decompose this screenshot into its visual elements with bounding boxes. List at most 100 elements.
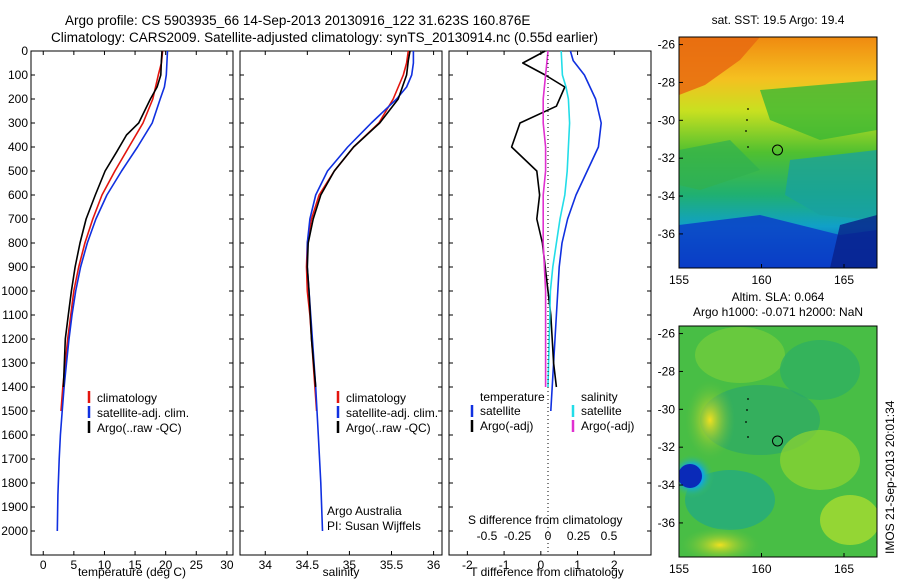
map-x-tick-label: 165 (834, 562, 854, 576)
depth-tick-label: 100 (8, 68, 28, 82)
map-x-tick-label: 155 (669, 273, 689, 287)
credit-institution: Argo Australia (327, 504, 402, 518)
x-tick-label: 15 (128, 558, 142, 572)
depth-tick-label: 1400 (1, 380, 28, 394)
depth-tick-label: 200 (8, 92, 28, 106)
sst-map-field (679, 37, 877, 268)
header-line-1: Argo profile: CS 5903935_66 14-Sep-2013 … (65, 13, 530, 28)
sla-map-field (679, 326, 877, 557)
map-y-tick-label: -28 (658, 75, 676, 89)
sla-map-axes: 155 160 165 -26 -28 -30 -32 -34 -36 (658, 327, 855, 576)
top-x-tick-label: -0.25 (504, 529, 532, 543)
depth-tick-label: 1800 (1, 476, 28, 490)
difference-top-label: S difference from climatology (468, 513, 623, 527)
sla-argo-track (745, 398, 749, 438)
legend-label-argo: Argo(..raw -QC) (97, 421, 182, 435)
sst-map-frame (678, 36, 878, 269)
x-tick-label: 35.5 (380, 558, 404, 572)
legend-label-s-satellite: satellite (581, 404, 622, 418)
sst-argo-position-marker (772, 144, 783, 156)
x-tick-label: 34.5 (296, 558, 320, 572)
temperature-panel-frame (30, 50, 234, 556)
map-y-tick-label: -30 (658, 402, 676, 416)
map-y-tick-label: -26 (658, 38, 676, 52)
sla-argo-position-marker (772, 435, 783, 447)
series-line (510, 50, 566, 388)
x-tick-label: 35 (343, 558, 357, 572)
temperature-legend: climatology satellite-adj. clim. Argo(..… (87, 391, 189, 435)
x-tick-label: 36 (427, 558, 441, 572)
salinity-xlabel: salinity (323, 565, 360, 579)
depth-tick-label: 500 (8, 164, 28, 178)
legend-title-temperature: temperature (480, 390, 545, 404)
difference-panel-frame (448, 50, 652, 556)
depth-tick-label: 2000 (1, 524, 28, 538)
series-line (542, 50, 549, 387)
legend-label-climatology: climatology (97, 391, 157, 405)
x-tick-label: 30 (220, 558, 234, 572)
x-tick-label: -2 (462, 558, 473, 572)
map-y-tick-label: -26 (658, 327, 676, 341)
side-stamp: IMOS 21-Sep-2013 20:01:34 (883, 400, 897, 554)
sst-map-axes: 155 160 165 -26 -28 -30 -32 -34 -36 (658, 38, 855, 287)
top-x-tick-label: 0.5 (601, 529, 618, 543)
header-line-2: Climatology: CARS2009. Satellite-adjuste… (51, 30, 598, 45)
depth-tick-label: 1900 (1, 500, 28, 514)
x-axes: 0 5 10 15 20 25 30 34 34.5 35 35.5 36 -2 -1 0 1 2 -0.5 -0.… (40, 51, 618, 572)
series-line (306, 51, 415, 532)
legend-title-salinity: salinity (581, 390, 618, 404)
x-tick-label: 25 (190, 558, 204, 572)
legend-label-t-argo: Argo(-adj) (480, 419, 533, 433)
sst-map-title: sat. SST: 19.5 Argo: 19.4 (712, 13, 845, 27)
x-tick-label: 10 (98, 558, 112, 572)
x-tick-label: 2 (611, 558, 618, 572)
temperature-xlabel: temperature (deg C) (78, 565, 186, 579)
map-x-tick-label: 165 (834, 273, 854, 287)
depth-tick-label: 900 (8, 260, 28, 274)
map-x-tick-label: 160 (751, 562, 771, 576)
x-tick-label: 34 (259, 558, 273, 572)
map-x-tick-label: 155 (669, 562, 689, 576)
x-tick-label: 0 (537, 558, 544, 572)
series-line (56, 50, 169, 532)
x-tick-label: 0 (40, 558, 47, 572)
map-y-tick-label: -32 (658, 151, 676, 165)
salinity-legend: climatology satellite-adj. clim. Argo(..… (336, 391, 438, 435)
difference-legend: temperature salinity satellite Argo(-adj… (470, 390, 634, 433)
depth-tick-label: 400 (8, 140, 28, 154)
legend-label-satellite: satellite-adj. clim. (97, 406, 189, 420)
map-y-tick-label: -36 (658, 227, 676, 241)
x-tick-label: 20 (159, 558, 173, 572)
x-tick-label: -1 (499, 558, 510, 572)
sst-argo-track (745, 108, 749, 148)
x-tick-label: 1 (574, 558, 581, 572)
map-y-tick-label: -32 (658, 440, 676, 454)
depth-tick-label: 1600 (1, 428, 28, 442)
top-x-tick-label: 0.25 (567, 529, 591, 543)
series-line (547, 50, 571, 388)
legend-label-climatology: climatology (346, 391, 406, 405)
legend-label-satellite: satellite-adj. clim. (346, 406, 438, 420)
depth-tick-label: 800 (8, 236, 28, 250)
map-x-tick-label: 160 (751, 273, 771, 287)
profile-curves (56, 50, 602, 532)
depth-tick-label: 0 (21, 44, 28, 58)
depth-tick-label: 1100 (2, 308, 28, 322)
sla-map-title-2: Argo h1000: -0.071 h2000: NaN (693, 305, 863, 319)
legend-label-t-satellite: satellite (480, 404, 521, 418)
depth-tick-label: 1700 (1, 452, 28, 466)
credit-pi: PI: Susan Wijffels (327, 519, 421, 533)
x-tick-label: 5 (71, 558, 78, 572)
series-line (306, 50, 411, 388)
depth-tick-label: 1000 (1, 284, 28, 298)
depth-tick-label: 1200 (1, 332, 28, 346)
depth-axis: 0 100 200 300 400 500 600 700 800 900 1000 1100 1200… (1, 44, 651, 538)
depth-tick-label: 1500 (1, 404, 28, 418)
top-x-tick-label: -0.5 (477, 529, 498, 543)
sla-map-frame (678, 325, 878, 558)
map-y-tick-label: -30 (658, 113, 676, 127)
depth-tick-label: 600 (8, 188, 28, 202)
map-y-tick-label: -34 (658, 189, 676, 203)
legend-label-s-argo: Argo(-adj) (581, 419, 634, 433)
